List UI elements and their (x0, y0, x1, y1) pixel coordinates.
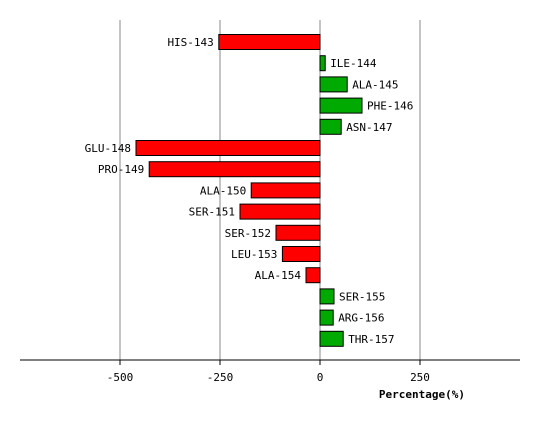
bar-label-phe-146: PHE-146 (367, 100, 413, 113)
bar-label-leu-153: LEU-153 (231, 248, 277, 261)
x-tick-label: 250 (410, 371, 430, 384)
bar-ser-155 (319, 288, 335, 305)
x-axis: -500 -250 0 250 (20, 359, 520, 384)
x-axis-title: Percentage(%) (379, 388, 465, 401)
bar-ala-150 (250, 182, 321, 199)
bar-ala-154 (305, 267, 321, 284)
x-tick-label: -500 (107, 371, 134, 384)
x-tick-label: 0 (317, 371, 324, 384)
bar-ser-151 (239, 203, 321, 220)
bar-label-ala-150: ALA-150 (200, 184, 246, 197)
bar-pro-149 (148, 161, 321, 178)
bar-arg-156 (319, 309, 334, 326)
category-labels: HIS-143 ILE-144 ALA-145 PHE-146 ASN-147 GLU-1… (85, 36, 414, 346)
bar-label-asn-147: ASN-147 (346, 121, 392, 134)
bar-ala-145 (319, 76, 348, 93)
bar-label-ser-155: SER-155 (339, 290, 385, 303)
bar-leu-153 (281, 246, 321, 262)
bar-asn-147 (319, 118, 342, 135)
bar-label-pro-149: PRO-149 (98, 163, 144, 176)
bar-label-ala-154: ALA-154 (255, 269, 302, 282)
x-tick-label: -250 (207, 371, 234, 384)
bar-label-glu-148: GLU-148 (85, 142, 131, 155)
bar-label-ala-145: ALA-145 (352, 78, 398, 91)
bar-ile-144 (319, 55, 326, 72)
bar-label-arg-156: ARG-156 (338, 312, 384, 325)
bar-phe-146 (319, 97, 363, 114)
bar-thr-157 (319, 330, 344, 347)
bar-label-ser-151: SER-151 (189, 206, 235, 219)
bar-label-his-143: HIS-143 (167, 36, 213, 49)
bars (135, 34, 363, 347)
bar-glu-148 (135, 140, 321, 156)
bar-label-ser-152: SER-152 (225, 227, 271, 240)
bar-label-thr-157: THR-157 (348, 333, 394, 346)
bar-label-ile-144: ILE-144 (330, 57, 377, 70)
bar-his-143 (218, 34, 321, 50)
bar-ser-152 (275, 224, 321, 241)
